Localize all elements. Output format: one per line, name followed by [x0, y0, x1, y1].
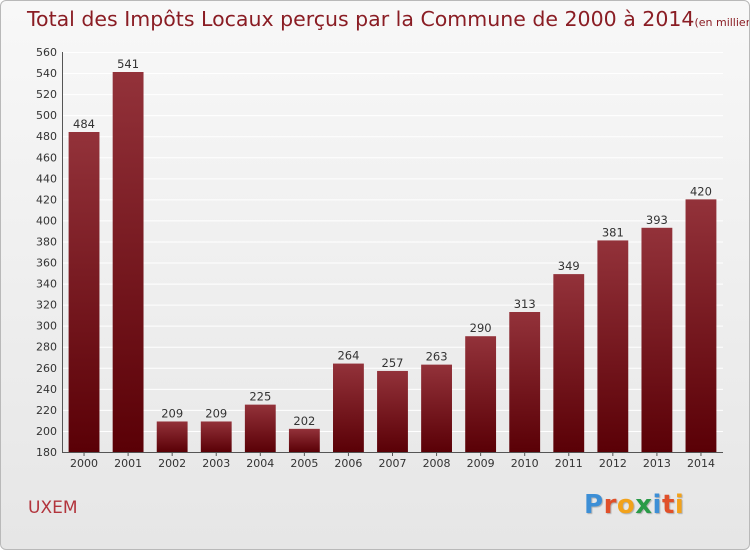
x-tick-label: 2012	[599, 457, 627, 470]
logo-letter: P	[584, 490, 604, 520]
x-tick-label: 2010	[511, 457, 539, 470]
bar-layer	[68, 72, 717, 452]
x-tick-label: 2003	[202, 457, 230, 470]
data-label: 420	[690, 184, 712, 198]
y-tick-label: 440	[36, 172, 57, 185]
logo-letter: r	[603, 490, 617, 520]
bar-2007	[377, 370, 408, 452]
data-label: 209	[205, 406, 227, 420]
y-tick-label: 360	[36, 257, 57, 270]
x-tick-label: 2000	[70, 457, 98, 470]
logo-letter: t	[661, 490, 675, 520]
y-tick-label: 380	[36, 235, 57, 248]
y-tick-label: 540	[36, 67, 57, 80]
bar-2013	[641, 227, 673, 452]
x-tick-label: 2005	[290, 457, 318, 470]
y-tick-label: 260	[36, 362, 57, 375]
y-tick-label: 520	[36, 88, 57, 101]
data-label: 225	[249, 390, 271, 404]
data-label: 381	[602, 225, 624, 239]
data-label: 202	[293, 414, 315, 428]
bar-2004	[244, 404, 276, 452]
bar-2012	[597, 240, 629, 452]
data-label: 313	[514, 297, 536, 311]
bar-2014	[685, 199, 717, 452]
y-tick-label: 560	[36, 46, 57, 59]
y-tick-label: 200	[36, 425, 57, 438]
data-label: 349	[558, 259, 580, 273]
x-tick-label: 2004	[246, 457, 274, 470]
title-text: Total des Impôts Locaux perçus par la Co…	[27, 7, 695, 31]
y-tick-label: 400	[36, 214, 57, 227]
bar-2005	[288, 428, 320, 452]
bar-2011	[553, 274, 585, 452]
data-label: 484	[73, 117, 95, 131]
x-tick-label: 2014	[687, 457, 715, 470]
x-tick-label: 2009	[467, 457, 495, 470]
label-layer: 484 541 209 209 225 202 264 257 263 290 313 349 381 3…	[73, 57, 712, 428]
x-tick-label: 2008	[423, 457, 451, 470]
logo-letter: o	[616, 490, 636, 520]
x-tick-label: 2013	[643, 457, 671, 470]
y-tick-label: 180	[36, 446, 57, 459]
data-label: 257	[382, 356, 404, 370]
y-tick-label: 300	[36, 320, 57, 333]
y-tick-label: 280	[36, 341, 57, 354]
proxiti-logo: Proxiti	[584, 490, 684, 520]
y-tick-label: 500	[36, 109, 57, 122]
bar-2010	[509, 312, 541, 452]
data-label: 290	[470, 321, 492, 335]
x-tick-label: 2001	[114, 457, 142, 470]
y-tick-label: 480	[36, 130, 57, 143]
logo-letter: i	[652, 490, 662, 520]
x-tick-label: 2006	[334, 457, 362, 470]
bar-2006	[333, 363, 364, 452]
data-label: 264	[337, 349, 359, 363]
data-label: 263	[426, 350, 448, 364]
axis-layer: 1802002202402602803003203403603804004204…	[36, 46, 723, 470]
logo-letter: x	[635, 490, 653, 520]
y-tick-label: 460	[36, 151, 57, 164]
bar-2008	[421, 364, 452, 452]
bar-2000	[68, 132, 100, 452]
y-tick-label: 320	[36, 299, 57, 312]
bar-2009	[465, 336, 497, 452]
data-label: 393	[646, 213, 668, 227]
bar-2003	[200, 421, 232, 452]
commune-name: UXEM	[28, 498, 78, 518]
bar-2002	[156, 421, 188, 452]
y-tick-label: 420	[36, 193, 57, 206]
chart-title: Total des Impôts Locaux perçus par la Co…	[27, 7, 750, 31]
unit-note: (en milliers d'€)	[694, 16, 750, 29]
x-tick-label: 2007	[379, 457, 407, 470]
y-tick-label: 220	[36, 404, 57, 417]
x-tick-label: 2011	[555, 457, 583, 470]
y-tick-label: 240	[36, 383, 57, 396]
data-label: 541	[117, 57, 139, 71]
data-label: 209	[161, 406, 183, 420]
y-tick-label: 340	[36, 278, 57, 291]
bar-2001	[112, 72, 144, 452]
logo-letter: i	[674, 490, 685, 520]
x-tick-label: 2002	[158, 457, 186, 470]
